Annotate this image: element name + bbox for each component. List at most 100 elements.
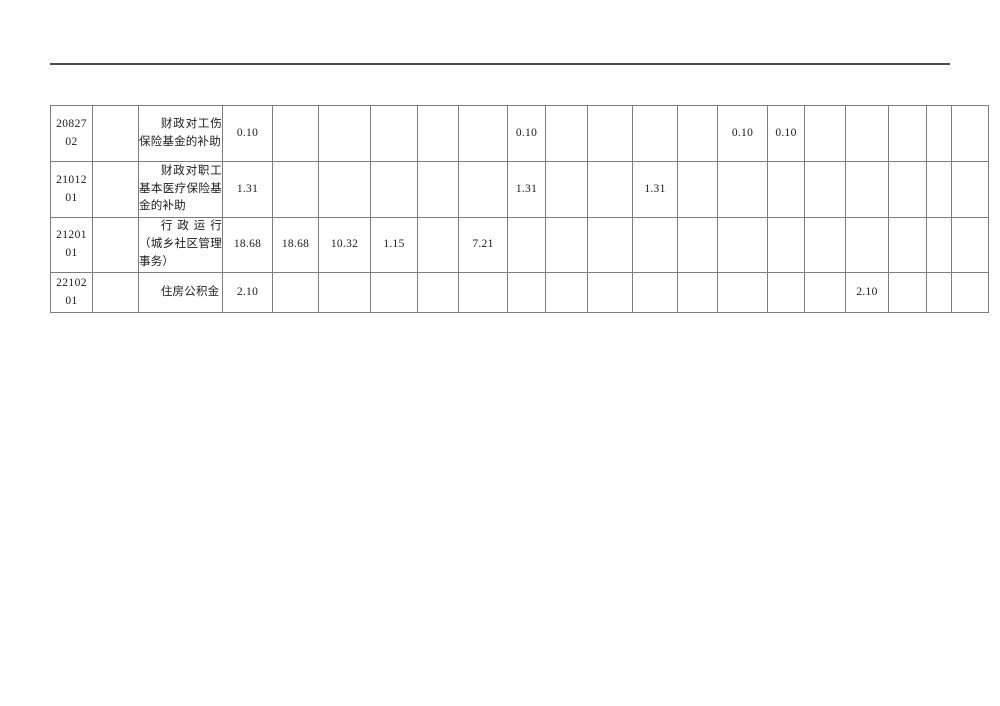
row-code-cell: 22102 01 [50, 272, 93, 313]
row-sub-cell [92, 161, 139, 218]
table-row: 22102 01 住房公积金 2.10 [50, 272, 989, 313]
row-value-cell: 2.10 [845, 272, 889, 313]
row-value-cell [318, 161, 371, 218]
code-line-2: 01 [65, 191, 78, 204]
row-name-text: 住房公积金 [160, 285, 220, 298]
row-value-cell: 0.10 [767, 105, 805, 162]
budget-expenditure-table: 20827 02 财政对工伤保险基金的补助 0.10 0.10 0.10 [50, 105, 989, 313]
row-value-cell [804, 217, 846, 273]
row-value-cell [587, 217, 633, 273]
row-value-cell [417, 105, 459, 162]
budget-table-container: 20827 02 财政对工伤保险基金的补助 0.10 0.10 0.10 [50, 105, 989, 313]
row-sub-cell [92, 217, 139, 273]
header-rule [50, 63, 950, 65]
row-value-cell [458, 161, 508, 218]
row-sub-cell [92, 105, 139, 162]
row-value-cell [926, 105, 952, 162]
row-value-cell [370, 272, 418, 313]
row-value-cell [888, 217, 927, 273]
row-value-cell [272, 161, 319, 218]
row-value-cell [951, 105, 989, 162]
row-value-cell [677, 272, 718, 313]
row-value-cell: 18.68 [272, 217, 319, 273]
row-value-cell [545, 105, 588, 162]
row-value-cell [926, 161, 952, 218]
row-name-cell: 行政运行（城乡社区管理事务） [138, 217, 223, 273]
row-value-cell [417, 161, 459, 218]
row-code-cell: 21012 01 [50, 161, 93, 218]
code-line-2: 01 [65, 294, 78, 307]
row-sub-cell [92, 272, 139, 313]
row-name-cell: 住房公积金 [138, 272, 223, 313]
row-value-cell [677, 161, 718, 218]
code-line-2: 01 [65, 247, 78, 259]
row-value-cell [318, 105, 371, 162]
row-value-cell [845, 161, 889, 218]
row-value-cell [951, 272, 989, 313]
row-value-cell [458, 272, 508, 313]
row-name-text: 财政对职工基本医疗保险基金的补助 [139, 164, 222, 213]
row-value-cell [370, 105, 418, 162]
row-value-cell: 0.10 [222, 105, 273, 162]
row-value-cell [587, 272, 633, 313]
row-value-cell [632, 272, 678, 313]
row-value-cell [767, 161, 805, 218]
row-value-cell: 2.10 [222, 272, 273, 313]
row-value-cell [507, 217, 546, 273]
row-value-cell: 0.10 [507, 105, 546, 162]
row-value-cell [458, 105, 508, 162]
row-value-cell [545, 272, 588, 313]
row-value-cell [804, 272, 846, 313]
row-value-cell [926, 217, 952, 273]
code-line-1: 21201 [56, 229, 87, 242]
row-value-cell [507, 272, 546, 313]
row-value-cell [926, 272, 952, 313]
row-value-cell: 7.21 [458, 217, 508, 273]
row-value-cell: 1.15 [370, 217, 418, 273]
row-value-cell [677, 217, 718, 273]
row-value-cell [677, 105, 718, 162]
row-value-cell: 1.31 [222, 161, 273, 218]
row-value-cell [888, 161, 927, 218]
row-value-cell [717, 272, 768, 313]
row-value-cell [417, 217, 459, 273]
row-value-cell: 0.10 [717, 105, 768, 162]
row-name-text: 行政运行（城乡社区管理事务） [139, 220, 222, 268]
row-value-cell [717, 161, 768, 218]
row-value-cell [951, 217, 989, 273]
row-value-cell [767, 272, 805, 313]
row-value-cell [417, 272, 459, 313]
row-value-cell [804, 161, 846, 218]
row-name-cell: 财政对职工基本医疗保险基金的补助 [138, 161, 223, 218]
row-value-cell: 18.68 [222, 217, 273, 273]
row-value-cell [888, 272, 927, 313]
row-value-cell [587, 161, 633, 218]
code-line-2: 02 [65, 135, 78, 148]
row-value-cell [632, 105, 678, 162]
row-value-cell: 10.32 [318, 217, 371, 273]
row-value-cell [272, 105, 319, 162]
row-value-cell [318, 272, 371, 313]
row-value-cell [717, 217, 768, 273]
row-value-cell: 1.31 [632, 161, 678, 218]
code-line-1: 21012 [56, 173, 87, 186]
table-row: 20827 02 财政对工伤保险基金的补助 0.10 0.10 0.10 [50, 105, 989, 162]
code-line-1: 20827 [56, 117, 87, 130]
row-value-cell: 1.31 [507, 161, 546, 218]
row-value-cell [545, 217, 588, 273]
table-row: 21201 01 行政运行（城乡社区管理事务） 18.68 18.68 10.3… [50, 217, 989, 273]
row-value-cell [587, 105, 633, 162]
row-code-cell: 21201 01 [50, 217, 93, 273]
row-value-cell [888, 105, 927, 162]
code-line-1: 22102 [56, 276, 87, 289]
row-value-cell [272, 272, 319, 313]
row-value-cell [845, 105, 889, 162]
row-value-cell [951, 161, 989, 218]
row-value-cell [545, 161, 588, 218]
row-value-cell [845, 217, 889, 273]
row-value-cell [767, 217, 805, 273]
row-code-cell: 20827 02 [50, 105, 93, 162]
table-row: 21012 01 财政对职工基本医疗保险基金的补助 1.31 1.31 1.31 [50, 161, 989, 218]
table-body: 20827 02 财政对工伤保险基金的补助 0.10 0.10 0.10 [50, 105, 989, 313]
row-name-cell: 财政对工伤保险基金的补助 [138, 105, 223, 162]
